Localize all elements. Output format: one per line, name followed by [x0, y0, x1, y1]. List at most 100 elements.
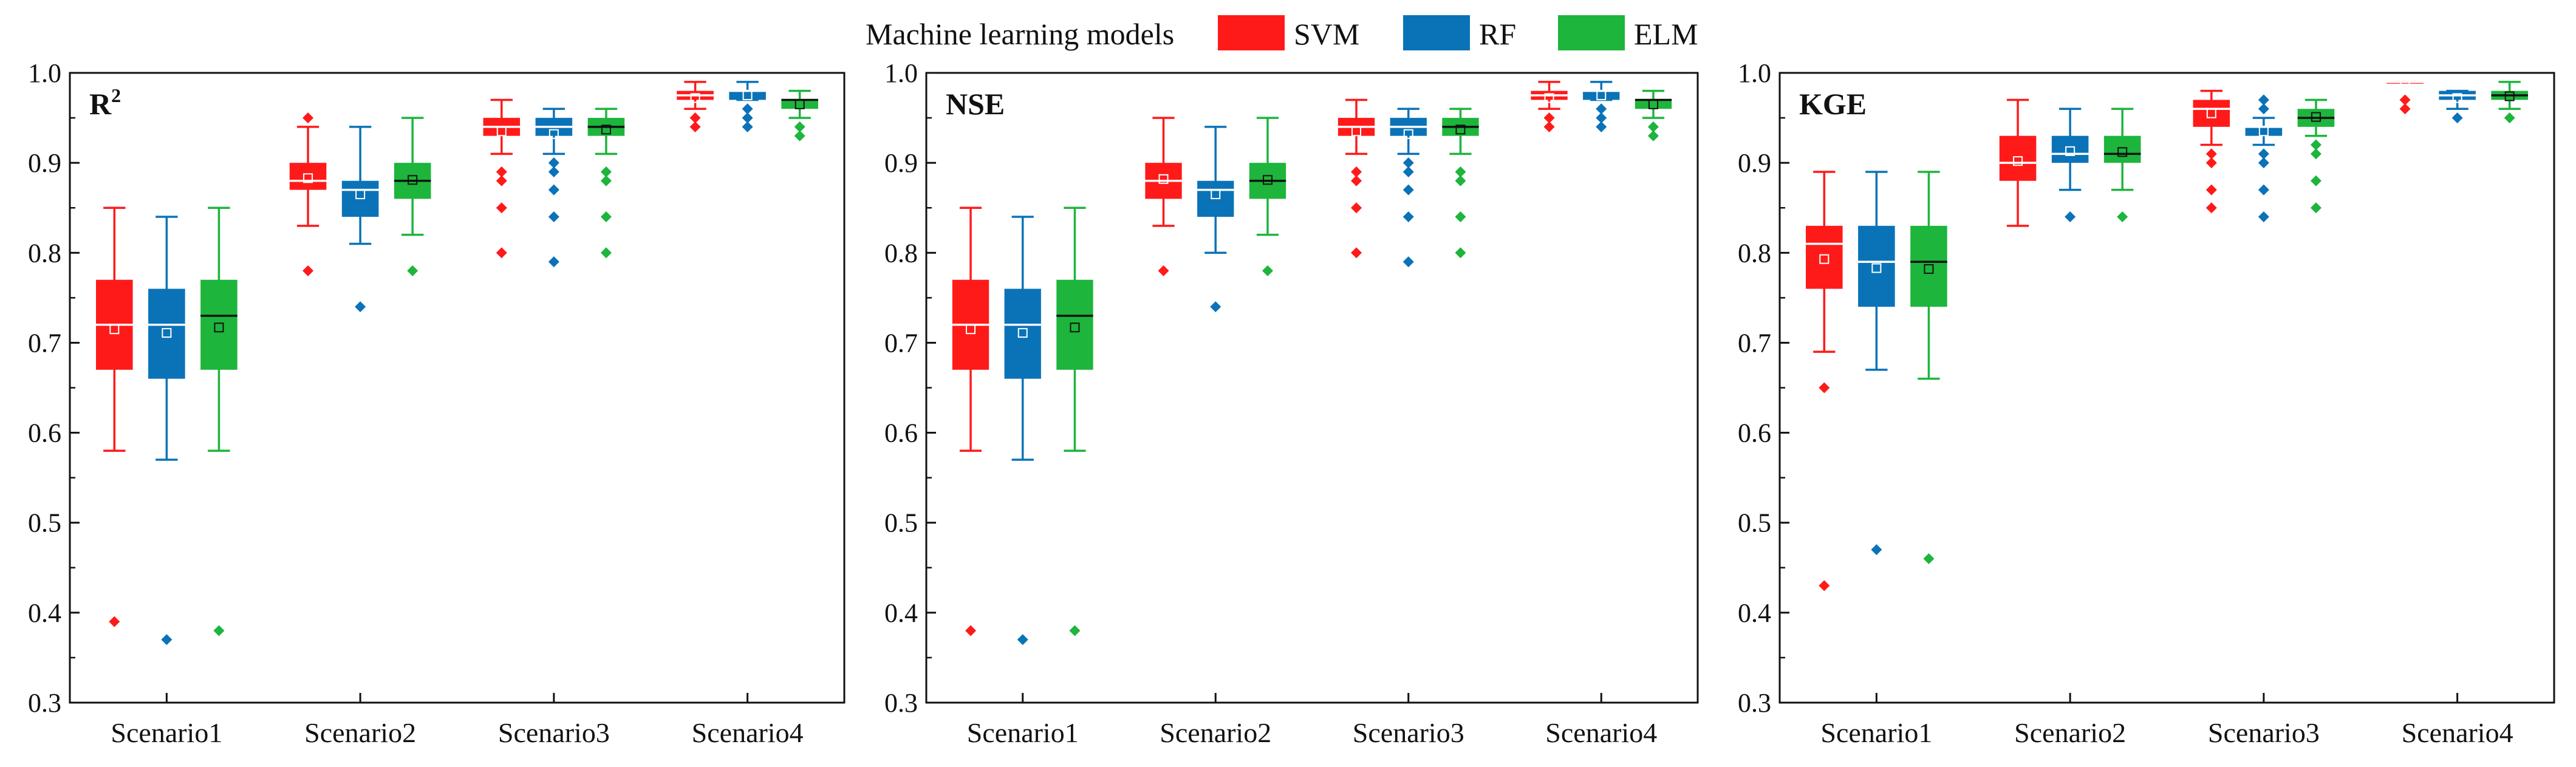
outlier-point — [600, 175, 612, 186]
outlier-point — [2205, 157, 2217, 169]
y-tick-label: 0.8 — [1738, 238, 1771, 268]
outlier-point — [2310, 148, 2321, 160]
outlier-point — [689, 121, 701, 132]
outlier-point — [548, 166, 559, 177]
outlier-point — [1455, 211, 1466, 223]
chart-panel-1: 0.3 0.4 0.5 0.6 0.7 0.8 0.9 1.0 Scenario1 Scenari… — [28, 58, 846, 748]
mean-marker — [2311, 112, 2321, 122]
box-body — [1910, 225, 1947, 307]
y-tick-label: 0.6 — [1738, 418, 1771, 448]
box-svm-2 — [1999, 98, 2037, 227]
y-tick-label: 0.4 — [28, 598, 61, 628]
outlier-point — [794, 130, 805, 141]
mean-marker — [601, 124, 611, 135]
box-body — [1056, 279, 1093, 370]
box-svm-3 — [483, 98, 521, 259]
box-body — [2193, 100, 2230, 127]
box-elm-1 — [200, 206, 237, 636]
mean-marker — [2504, 91, 2515, 101]
x-tick-label: Scenario3 — [1353, 717, 1464, 748]
outlier-point — [2258, 148, 2269, 160]
outlier-point — [1819, 382, 1830, 394]
outlier-point — [548, 256, 559, 268]
outlier-point — [965, 625, 977, 636]
box-body — [289, 163, 327, 190]
outlier-point — [1871, 544, 1882, 556]
mean-marker — [109, 324, 120, 335]
outlier-point — [1647, 121, 1659, 132]
legend: Machine learning models SVM RF ELM — [866, 15, 1698, 51]
mean-marker — [1403, 129, 1413, 139]
outlier-point — [600, 166, 612, 177]
y-tick-label: 0.8 — [28, 238, 61, 268]
chart-panel-3: 0.3 0.4 0.5 0.6 0.7 0.8 0.9 1.0 Scenario1 Scenari… — [1738, 58, 2555, 748]
outlier-point — [1455, 166, 1466, 177]
y-tick-label: 0.5 — [884, 508, 918, 538]
box-body — [148, 288, 185, 379]
outlier-point — [548, 211, 559, 223]
legend-swatch-rf — [1403, 15, 1470, 50]
x-tick-label: Scenario3 — [498, 717, 610, 748]
outlier-point — [2205, 184, 2217, 196]
mean-marker — [966, 324, 976, 335]
outlier-point — [1923, 553, 1935, 564]
outlier-point — [1819, 580, 1830, 591]
outlier-point — [109, 616, 120, 627]
box-elm-3 — [587, 107, 625, 259]
box-rf-2 — [341, 126, 379, 313]
box-svm-3 — [2193, 89, 2230, 214]
box-elm-2 — [2103, 107, 2141, 223]
box-body — [1858, 225, 1895, 307]
x-tick-label: Scenario2 — [304, 717, 416, 748]
outlier-point — [1596, 121, 1607, 132]
box-svm-1 — [1806, 171, 1843, 591]
x-tick-label: Scenario4 — [2402, 717, 2513, 748]
y-tick-label: 0.5 — [1738, 508, 1771, 538]
outlier-point — [548, 157, 559, 169]
y-tick-label: 1.0 — [884, 58, 918, 88]
panel-title: R2 — [89, 84, 121, 121]
outlier-point — [1402, 157, 1414, 169]
x-tick-label: Scenario1 — [1820, 717, 1932, 748]
mean-marker — [496, 126, 507, 137]
y-tick-label: 0.9 — [884, 148, 918, 178]
y-tick-label: 0.3 — [28, 688, 61, 718]
box-svm-4 — [677, 81, 714, 132]
outlier-point — [1596, 112, 1607, 124]
x-tick-label: Scenario3 — [2208, 717, 2320, 748]
outlier-point — [600, 211, 612, 223]
plot-frame — [69, 72, 846, 704]
outlier-point — [2258, 157, 2269, 169]
y-tick-label: 0.6 — [884, 418, 918, 448]
outlier-point — [1158, 265, 1169, 276]
y-tick-label: 0.4 — [1738, 598, 1771, 628]
outlier-point — [1647, 130, 1659, 141]
outlier-point — [496, 202, 507, 214]
mean-marker — [1871, 263, 1882, 273]
mean-marker — [1648, 99, 1658, 109]
y-tick-label: 0.8 — [884, 238, 918, 268]
box-rf-1 — [1004, 216, 1041, 646]
panel-title: KGE — [1799, 87, 1867, 121]
box-elm-3 — [1442, 107, 1479, 259]
mean-marker — [2452, 93, 2462, 103]
box-body — [781, 100, 818, 109]
outlier-point — [2504, 112, 2515, 124]
outlier-point — [496, 166, 507, 177]
legend-swatch-svm — [1218, 15, 1285, 50]
outlier-point — [2451, 112, 2463, 124]
outlier-point — [496, 247, 507, 259]
y-tick-label: 0.6 — [28, 418, 61, 448]
box-svm-1 — [952, 206, 989, 636]
outlier-point — [1402, 166, 1414, 177]
outlier-point — [1596, 103, 1607, 115]
outlier-point — [2065, 211, 2076, 223]
mean-marker — [1070, 322, 1080, 333]
x-tick-label: Scenario4 — [692, 717, 804, 748]
outlier-point — [1069, 625, 1081, 636]
outlier-point — [548, 184, 559, 196]
outlier-point — [689, 112, 701, 124]
outlier-point — [1351, 175, 1362, 186]
box-svm-4 — [2386, 77, 2424, 115]
